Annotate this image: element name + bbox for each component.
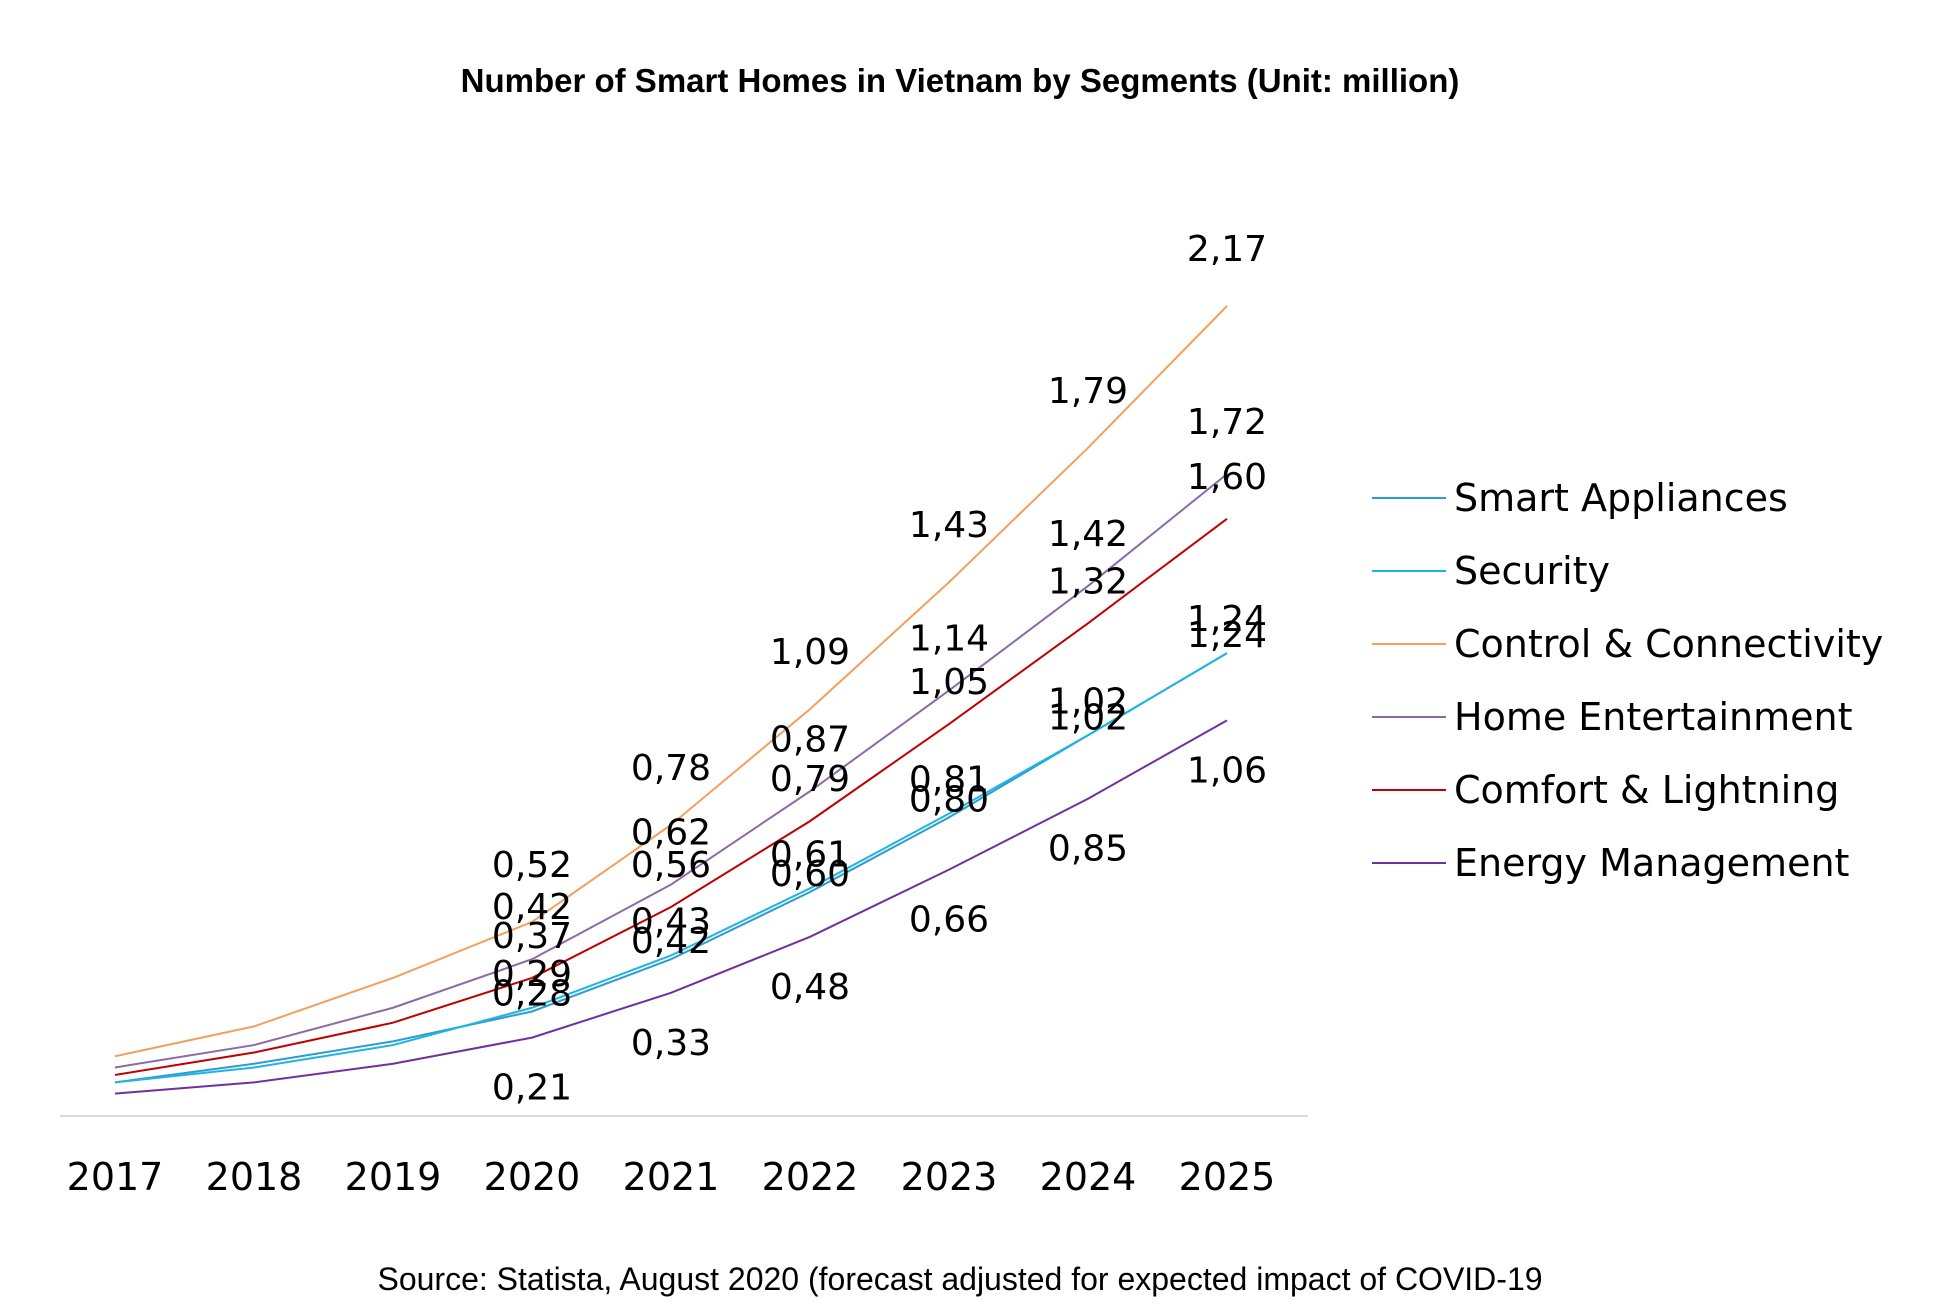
data-label: 0,78: [631, 748, 711, 789]
data-label: 0,33: [631, 1023, 711, 1064]
x-tick-label: 2021: [623, 1155, 720, 1199]
x-tick-label: 2022: [762, 1155, 859, 1199]
series-line-security: [114, 652, 1228, 1084]
x-tick-label: 2020: [484, 1155, 581, 1199]
data-label: 1,02: [1048, 697, 1128, 738]
data-labels: 0,28 0,42 0,60 0,80 1,02 1,24 0,29 0,43 0,61 0,81…: [492, 229, 1267, 1109]
data-label: 1,05: [909, 662, 989, 703]
data-label: 0,81: [909, 760, 989, 801]
legend: Smart Appliances Security Control & Connec…: [1372, 476, 1883, 885]
legend-entry: Control & Connectivity: [1454, 622, 1883, 666]
series-line-energy-management: [114, 719, 1228, 1095]
data-label: 0,60: [770, 854, 850, 895]
data-label: 0,79: [770, 759, 850, 800]
legend-entry: Security: [1454, 549, 1610, 593]
data-label: 0,43: [631, 901, 711, 942]
data-label: 0,42: [492, 887, 572, 928]
data-label: 0,80: [909, 779, 989, 820]
series-line-home-entertainment: [114, 473, 1228, 1069]
data-label: 0,48: [770, 967, 850, 1008]
x-tick-label: 2023: [901, 1155, 998, 1199]
series-layer: [114, 305, 1228, 1095]
legend-entry: Energy Management: [1454, 841, 1849, 885]
x-tick-label: 2025: [1179, 1155, 1276, 1199]
data-label: 0,42: [631, 921, 711, 962]
data-label: 0,52: [492, 845, 572, 886]
chart-title: Number of Smart Homes in Vietnam by Segm…: [461, 62, 1460, 99]
x-tick-label: 2018: [206, 1155, 303, 1199]
data-label: 1,02: [1048, 681, 1128, 722]
data-label: 1,06: [1187, 750, 1267, 791]
legend-entry: Home Entertainment: [1454, 695, 1853, 739]
data-label: 1,72: [1187, 402, 1267, 443]
data-label: 1,79: [1048, 371, 1128, 412]
data-label: 1,24: [1187, 599, 1267, 640]
data-label: 1,60: [1187, 457, 1267, 498]
data-label: 2,17: [1187, 229, 1267, 270]
x-tick-label: 2024: [1040, 1155, 1137, 1199]
data-label: 0,37: [492, 916, 572, 957]
data-label: 0,66: [909, 900, 989, 941]
chart-source: Source: Statista, August 2020 (forecast …: [377, 1261, 1542, 1297]
series-line-comfort-lightning: [114, 517, 1228, 1076]
data-label: 0,85: [1048, 829, 1128, 870]
data-label: 0,62: [631, 813, 711, 854]
data-label: 0,56: [631, 845, 711, 886]
x-tick-label: 2017: [67, 1155, 164, 1199]
data-label: 1,32: [1048, 561, 1128, 602]
legend-entry: Smart Appliances: [1454, 476, 1788, 520]
x-tick-label: 2019: [345, 1155, 442, 1199]
data-label: 1,09: [770, 632, 850, 673]
series-line-control-connectivity: [114, 305, 1228, 1058]
data-label: 1,14: [909, 618, 989, 659]
legend-entry: Comfort & Lightning: [1454, 768, 1839, 812]
data-label: 1,42: [1048, 514, 1128, 555]
data-label: 0,61: [770, 834, 850, 875]
data-label: 0,29: [492, 954, 572, 995]
series-line-smart-appliances: [114, 652, 1228, 1084]
data-label: 0,21: [492, 1068, 572, 1109]
data-label: 1,24: [1187, 615, 1267, 656]
data-label: 0,87: [770, 719, 850, 760]
x-tick-labels: 2017 2018 2019 2020 2021 2022 2023 2024 2025: [67, 1155, 1276, 1199]
data-label: 1,43: [909, 505, 989, 546]
data-label: 0,28: [492, 973, 572, 1014]
